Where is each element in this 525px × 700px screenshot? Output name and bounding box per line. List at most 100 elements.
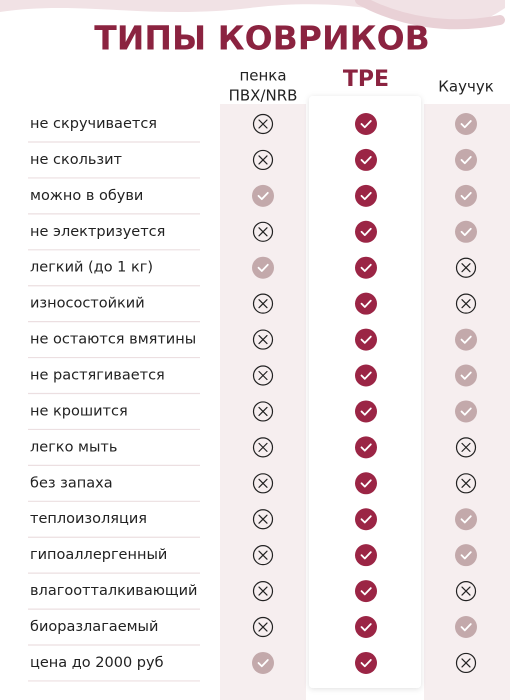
icon-circle bbox=[355, 651, 377, 674]
icon-check bbox=[460, 227, 472, 236]
cross-icon bbox=[252, 365, 274, 386]
row-label: цена до 2000 руб bbox=[30, 655, 164, 671]
icon-circle bbox=[355, 364, 377, 387]
icon-check bbox=[360, 371, 372, 380]
icon-circle bbox=[355, 256, 377, 279]
icon-check bbox=[460, 120, 472, 129]
icon-circle bbox=[455, 580, 477, 602]
icon-cross bbox=[258, 334, 268, 345]
cross-icon bbox=[252, 545, 274, 566]
cross-icon bbox=[252, 293, 274, 314]
icon-circle bbox=[455, 400, 477, 423]
check-icon bbox=[455, 544, 477, 567]
check-icon bbox=[355, 616, 377, 639]
icon-cross bbox=[258, 550, 268, 560]
cross-icon bbox=[252, 580, 274, 602]
icon-check bbox=[460, 335, 472, 344]
icon-circle bbox=[355, 113, 377, 135]
check-icon bbox=[355, 220, 377, 243]
cross-icon bbox=[252, 113, 274, 135]
check-icon bbox=[455, 508, 477, 531]
check-icon bbox=[355, 508, 377, 531]
icon-circle bbox=[455, 508, 477, 531]
icon-check bbox=[360, 120, 372, 129]
icon-check bbox=[360, 156, 372, 165]
icon-circle bbox=[455, 220, 477, 243]
cross-icon bbox=[252, 149, 274, 171]
icon-check bbox=[460, 623, 472, 632]
icon-check bbox=[460, 371, 472, 380]
icon-circle bbox=[455, 293, 477, 314]
row-label: не скручивается bbox=[30, 116, 157, 132]
icon-cross bbox=[461, 586, 471, 596]
icon-check bbox=[360, 191, 372, 201]
icon-circle bbox=[355, 328, 377, 351]
cross-icon bbox=[455, 293, 477, 314]
icon-circle bbox=[455, 328, 477, 351]
cross-icon bbox=[252, 509, 274, 530]
check-icon bbox=[355, 364, 377, 387]
icon-cross bbox=[258, 227, 268, 237]
icon-circle bbox=[455, 544, 477, 567]
icon-cross bbox=[461, 658, 471, 668]
icon-circle bbox=[355, 580, 377, 603]
icon-circle bbox=[252, 293, 274, 314]
icon-circle bbox=[455, 113, 477, 135]
icon-check bbox=[360, 659, 372, 668]
icon-cross bbox=[258, 155, 268, 165]
icon-check bbox=[460, 515, 472, 524]
icon-circle bbox=[252, 437, 274, 458]
icon-check bbox=[360, 227, 372, 236]
check-icon bbox=[252, 184, 274, 207]
check-icon bbox=[355, 472, 377, 495]
check-icon bbox=[355, 651, 377, 674]
icon-check bbox=[460, 156, 472, 165]
check-icon bbox=[252, 256, 274, 279]
icon-check bbox=[360, 263, 372, 272]
check-icon bbox=[355, 580, 377, 603]
icon-check bbox=[360, 515, 372, 524]
row-label: не растягивается bbox=[30, 368, 165, 384]
icon-circle bbox=[355, 508, 377, 531]
cross-icon bbox=[252, 473, 274, 494]
icon-circle bbox=[355, 292, 377, 315]
row-label: теплоизоляция bbox=[30, 511, 147, 527]
check-icon bbox=[355, 256, 377, 279]
icon-circle bbox=[252, 509, 274, 530]
icon-circle bbox=[455, 616, 477, 639]
cross-icon bbox=[455, 437, 477, 458]
icon-circle bbox=[455, 652, 477, 674]
icon-circle bbox=[455, 473, 477, 494]
column-header: ПВХ/NRB bbox=[229, 87, 298, 105]
icon-circle bbox=[252, 616, 274, 638]
check-icon bbox=[355, 544, 377, 567]
icon-circle bbox=[252, 545, 274, 566]
check-icon bbox=[355, 148, 377, 171]
icon-cross bbox=[258, 622, 268, 632]
icon-cross bbox=[461, 299, 471, 309]
icon-circle bbox=[252, 401, 274, 422]
column-header: пенка bbox=[239, 67, 286, 85]
check-icon bbox=[355, 184, 377, 207]
icon-circle bbox=[252, 651, 274, 674]
row-label: влагоотталкивающий bbox=[30, 583, 197, 599]
icon-cross bbox=[258, 119, 268, 129]
row-label: можно в обуви bbox=[30, 188, 143, 204]
icon-check bbox=[257, 191, 269, 201]
check-icon bbox=[252, 651, 274, 674]
check-icon bbox=[355, 328, 377, 351]
icon-circle bbox=[455, 257, 477, 278]
icon-circle bbox=[252, 256, 274, 279]
icon-check bbox=[360, 551, 372, 560]
cross-icon bbox=[455, 257, 477, 278]
icon-circle bbox=[252, 580, 274, 602]
icon-cross bbox=[258, 478, 268, 488]
icon-check bbox=[460, 191, 472, 201]
check-icon bbox=[355, 436, 377, 459]
icon-circle bbox=[252, 113, 274, 135]
cross-icon bbox=[252, 437, 274, 458]
row-label: не остаются вмятины bbox=[30, 332, 196, 348]
icon-circle bbox=[455, 364, 477, 387]
icon-circle bbox=[355, 184, 377, 207]
